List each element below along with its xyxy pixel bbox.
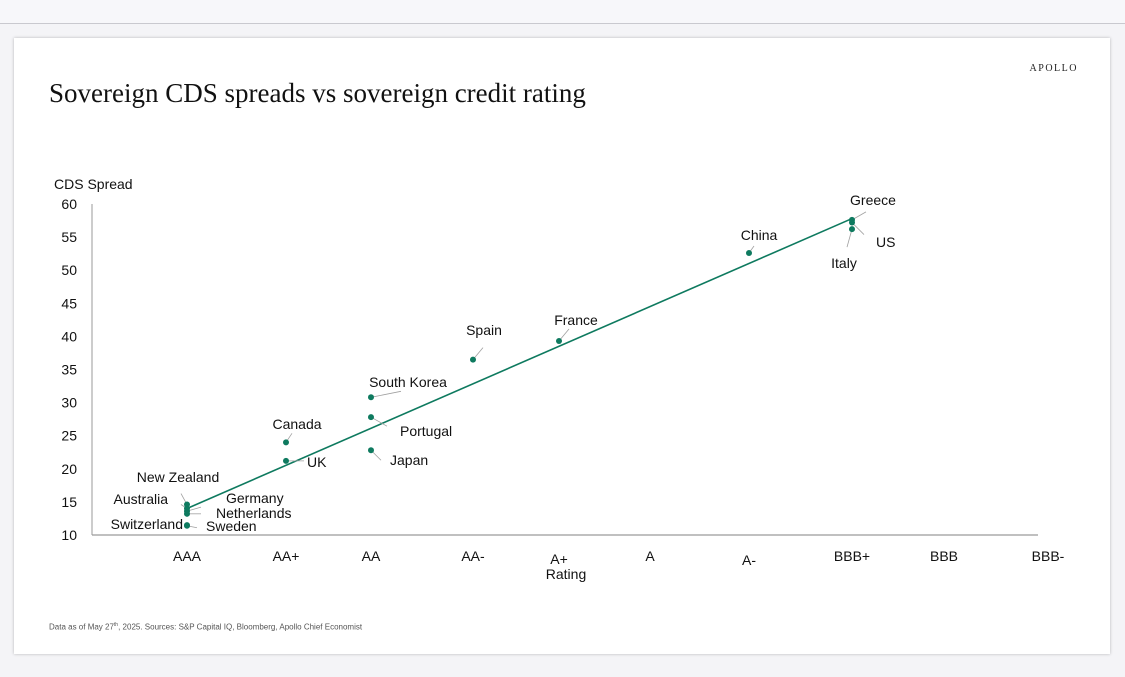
y-tick-label: 25 [61, 428, 77, 444]
point-label: Portugal [400, 423, 452, 439]
x-tick-label: A [645, 548, 655, 564]
x-tick-label: A- [742, 552, 756, 568]
footnote-sup: th [113, 622, 119, 628]
data-point [849, 219, 855, 226]
trend-line [186, 217, 853, 510]
y-tick-label: 10 [61, 527, 77, 543]
data-point [849, 226, 855, 233]
x-tick-label: AA [362, 548, 381, 564]
point-label: US [876, 234, 895, 250]
x-tick-label: AA+ [273, 548, 300, 564]
x-tick-label: BBB [930, 548, 958, 564]
source-footnote: Data as of May 27th, 2025. Sources: S&P … [49, 622, 362, 632]
data-point [556, 338, 562, 345]
y-tick-label: 15 [61, 494, 77, 510]
x-tick-label: A+ [550, 551, 568, 567]
leader-line [370, 416, 388, 427]
x-tick-label: BBB+ [834, 548, 870, 564]
footnote-pre: Data as of May 27 [49, 622, 114, 632]
point-label: UK [307, 454, 327, 470]
y-tick-label: 30 [61, 395, 77, 411]
data-point [184, 522, 190, 529]
y-tick-label: 50 [61, 262, 77, 278]
x-axis-title: Rating [546, 566, 586, 582]
y-tick-label: 40 [61, 328, 77, 344]
data-point [470, 356, 476, 363]
point-label: Japan [390, 452, 428, 468]
data-point [368, 447, 374, 454]
data-point [283, 439, 289, 446]
data-point [746, 249, 752, 256]
point-label: Switzerland [111, 516, 183, 532]
point-label: China [741, 227, 778, 243]
point-label: Greece [850, 192, 896, 208]
leader-line [370, 390, 402, 398]
y-tick-label: 55 [61, 229, 77, 245]
y-tick-label: 35 [61, 362, 77, 378]
y-axis-title: CDS Spread [54, 176, 133, 192]
point-label: New Zealand [137, 469, 220, 485]
chart-slide: APOLLO Sovereign CDS spreads vs sovereig… [14, 38, 1110, 654]
point-label: South Korea [369, 374, 447, 390]
y-tick-label: 45 [61, 295, 77, 311]
data-point [368, 394, 374, 401]
x-tick-label: BBB- [1032, 548, 1065, 564]
footnote-post: , 2025. Sources: S&P Capital IQ, Bloombe… [118, 622, 363, 632]
point-label: France [554, 312, 598, 328]
data-point [368, 414, 374, 421]
point-label: Germany [226, 490, 284, 506]
point-label: Netherlands [216, 505, 292, 521]
leader-line [846, 229, 853, 248]
point-label: Italy [831, 255, 857, 271]
data-point [184, 510, 190, 517]
brand-logo: APOLLO [1029, 63, 1078, 74]
x-tick-label: AA- [461, 548, 485, 564]
y-tick-label: 20 [61, 461, 77, 477]
point-label: Australia [114, 491, 169, 507]
chart-title: Sovereign CDS spreads vs sovereign credi… [49, 78, 586, 108]
y-tick-label: 60 [61, 196, 77, 212]
window-top-bar [0, 0, 1125, 24]
point-label: Canada [272, 416, 321, 432]
x-tick-label: AAA [173, 548, 202, 564]
data-point [283, 457, 289, 464]
point-label: Sweden [206, 518, 257, 534]
point-label: Spain [466, 322, 502, 338]
